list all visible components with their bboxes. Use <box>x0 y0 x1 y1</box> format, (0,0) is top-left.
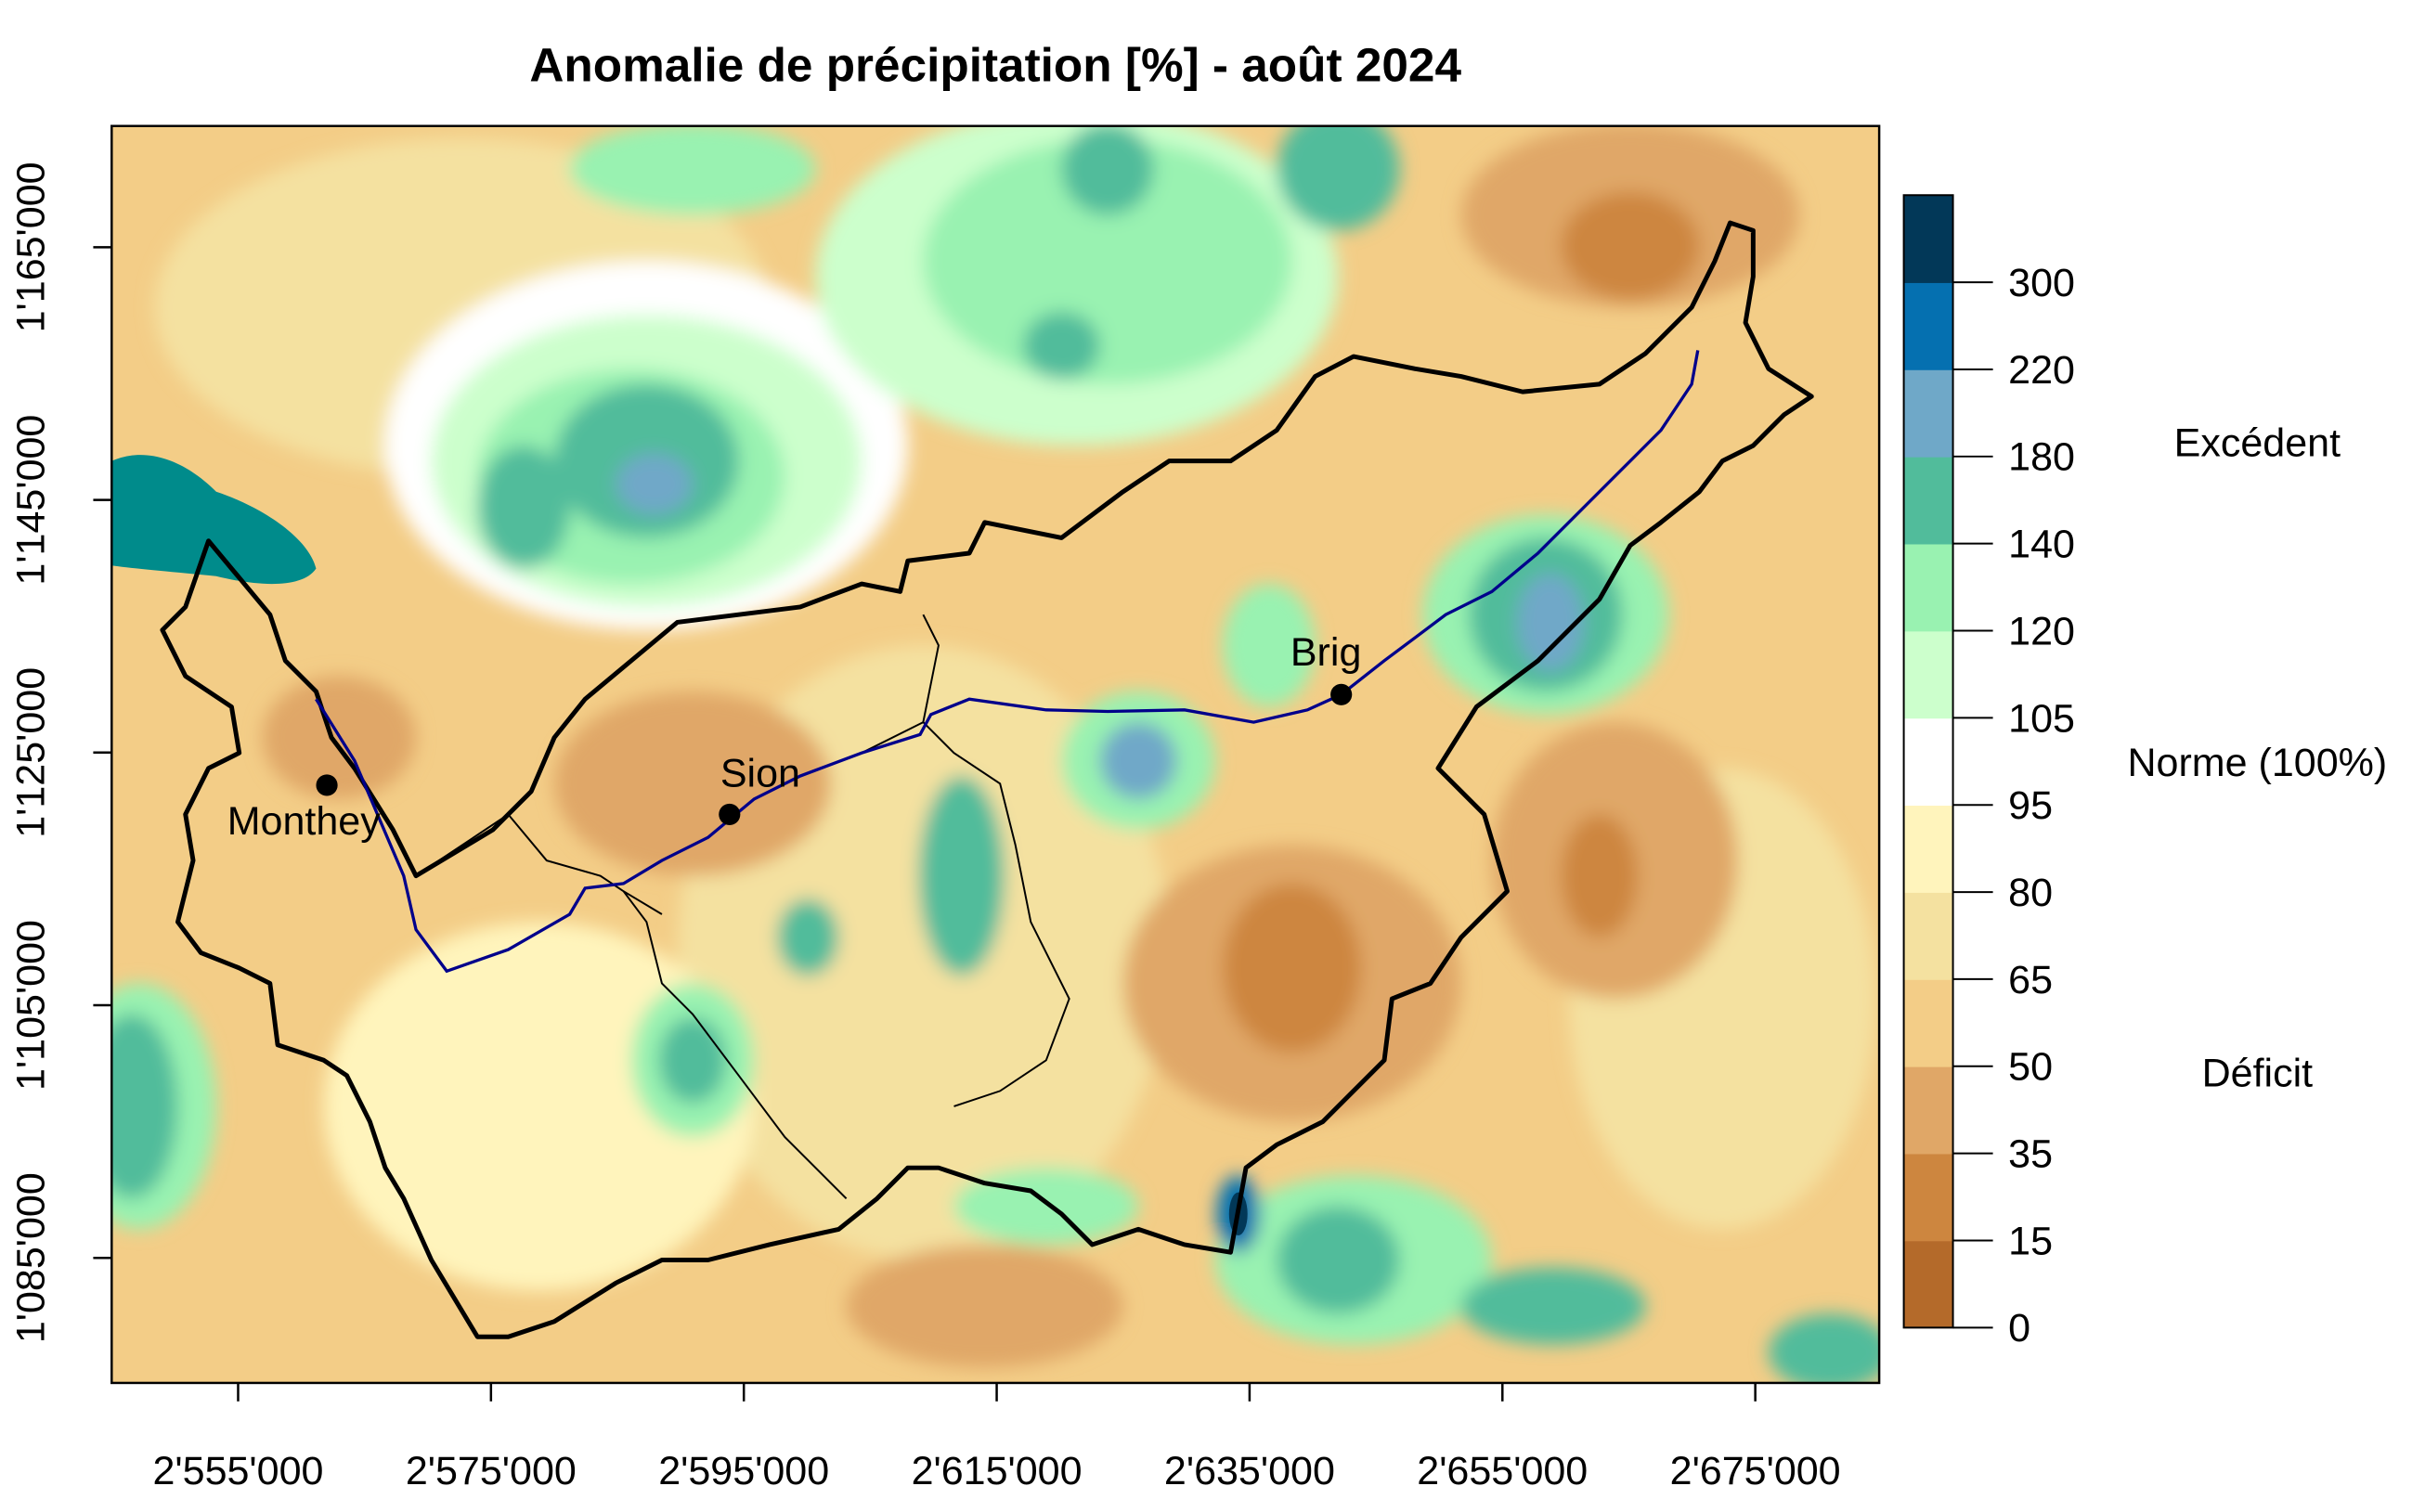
legend-frame <box>1902 194 1954 1329</box>
city-label-monthey: Monthey <box>227 799 382 844</box>
x-tick-label: 2'595'000 <box>658 1449 829 1493</box>
x-tick-label: 2'555'000 <box>152 1449 323 1493</box>
x-tick-label: 2'615'000 <box>912 1449 1083 1493</box>
canton-border <box>160 220 1814 1339</box>
legend-swatch <box>1903 717 1953 807</box>
rhone-river <box>315 350 1700 974</box>
canton-boundaries <box>160 220 1814 1339</box>
legend-tick-label: 95 <box>2008 783 2053 828</box>
lake-geneva <box>111 455 317 585</box>
x-tick-label: 2'675'000 <box>1670 1449 1841 1493</box>
district-borders <box>415 614 1070 1199</box>
y-tick-label: 1'085'000 <box>8 1172 53 1343</box>
legend-tick-label: 50 <box>2008 1045 2053 1090</box>
legend-swatch <box>1903 368 1953 458</box>
y-tick-label: 1'125'000 <box>8 667 53 838</box>
legend-annotation: Norme (100%) <box>2127 741 2387 785</box>
legend-annotation: Excédent <box>2174 421 2341 466</box>
legend-swatch <box>1903 282 1953 370</box>
x-axis: 2'555'000 2'575'000 2'595'000 2'615'000 2'63… <box>152 1382 1841 1493</box>
plot-frame <box>110 124 1881 1385</box>
legend-tick-label: 300 <box>2008 261 2075 305</box>
y-tick-label: 1'105'000 <box>8 920 53 1091</box>
map-raster <box>111 125 1880 1383</box>
legend-tick-label: 0 <box>2008 1306 2030 1350</box>
legend-tick-label: 220 <box>2008 348 2075 393</box>
x-tick-label: 2'655'000 <box>1417 1449 1588 1493</box>
legend-tick-label: 105 <box>2008 696 2075 741</box>
y-tick-label: 1'145'000 <box>8 415 53 586</box>
legend-tick-label: 180 <box>2008 435 2075 480</box>
x-tick-label: 2'635'000 <box>1164 1449 1335 1493</box>
city-marker-monthey <box>316 774 338 796</box>
city-marker-sion <box>719 803 741 825</box>
legend-swatch <box>1903 892 1953 980</box>
legend-swatch <box>1903 456 1953 545</box>
legend-swatch <box>1903 1066 1953 1155</box>
legend-tick-label: 65 <box>2008 958 2053 1002</box>
legend-swatch <box>1903 1240 1953 1329</box>
cities: Monthey Sion Brig <box>227 630 1362 844</box>
legend-swatch <box>1903 630 1953 719</box>
legend-tick-label: 15 <box>2008 1219 2053 1263</box>
y-axis: 1'165'000 1'145'000 1'125'000 1'105'000 1'08… <box>8 162 112 1343</box>
chart-title: Anomalie de précipitation [%] - août 202… <box>529 39 1461 92</box>
legend-tick-label: 35 <box>2008 1132 2053 1177</box>
legend-tick-label: 120 <box>2008 609 2075 653</box>
color-legend: 0 15 35 50 65 80 95 105 120 140 180 220 300 Excédent N… <box>1902 194 2387 1350</box>
legend-tick-label: 140 <box>2008 523 2075 567</box>
city-marker-brig <box>1330 683 1353 705</box>
y-tick-label: 1'165'000 <box>8 162 53 332</box>
legend-swatch <box>1903 1153 1953 1242</box>
legend-swatch <box>1903 805 1953 893</box>
legend-swatch <box>1903 543 1953 632</box>
legend-tick-label: 80 <box>2008 871 2053 915</box>
legend-swatch <box>1903 978 1953 1067</box>
city-label-sion: Sion <box>720 752 800 796</box>
city-label-brig: Brig <box>1290 630 1362 675</box>
x-tick-label: 2'575'000 <box>406 1449 577 1493</box>
legend-swatch <box>1903 195 1953 283</box>
legend-annotation: Déficit <box>2202 1051 2314 1095</box>
